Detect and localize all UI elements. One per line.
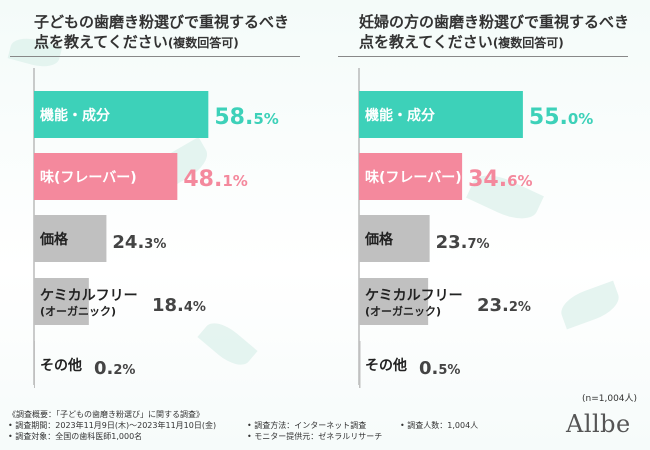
right-value-int-3: 23. <box>477 295 509 316</box>
left-value-label-4: 0.2% <box>94 358 135 379</box>
left-value-int-2: 24. <box>112 232 144 253</box>
right-value-label-4: 0.5% <box>419 358 460 379</box>
left-value-int-3: 18. <box>152 295 184 316</box>
left-category-sublabel-3: (オーガニック) <box>40 304 116 318</box>
right-bar-4 <box>359 341 361 388</box>
right-category-label-1: 味(フレーバー) <box>365 170 462 186</box>
survey-overview: 《調査概要：「子どもの歯磨き粉選び」に関する調査》 <box>8 410 204 419</box>
left-bar-3 <box>34 278 89 325</box>
right-chart-title: 妊婦の方の歯磨き粉選びで重視するべき 点を教えてください(複数回答可) <box>359 12 650 53</box>
allbe-logo: Allbe <box>566 410 631 438</box>
survey-period: • 調査期間：2023年11月9日(木)～2023年11月10日(金) <box>8 421 217 430</box>
right-title-rule <box>338 56 628 57</box>
right-category-sublabel-3: (オーガニック) <box>365 304 441 318</box>
right-bar-0 <box>359 91 523 138</box>
left-bar-4 <box>34 341 35 388</box>
right-title-note: (複数回答可) <box>492 36 564 50</box>
right-value-dec-2: 7% <box>468 237 490 252</box>
left-value-label-0: 58.5% <box>214 105 278 130</box>
left-bar-1 <box>34 153 178 200</box>
right-value-label-1: 34.6% <box>468 167 532 192</box>
left-value-int-1: 48. <box>183 167 222 192</box>
right-value-int-0: 55. <box>529 105 568 130</box>
right-bar-1 <box>359 153 463 200</box>
left-value-dec-2: 3% <box>144 237 166 252</box>
left-bar-2 <box>34 215 107 262</box>
survey-provider: • モニター提供元：ゼネラルリサーチ <box>247 432 383 441</box>
right-bar-3 <box>359 278 429 325</box>
survey-notes-middle: • 調査方法：インターネット調査 • モニター提供元：ゼネラルリサーチ <box>247 420 382 442</box>
survey-count: • 調査人数：1,004人 <box>400 421 479 430</box>
left-title-rule <box>10 56 300 57</box>
right-category-label-4: その他 <box>365 357 407 374</box>
left-category-label-4: その他 <box>40 357 82 374</box>
left-bar-0 <box>34 91 209 138</box>
left-category-label-0: 機能・成分 <box>40 107 110 124</box>
right-category-label-3: ケミカルフリー <box>365 288 463 304</box>
right-value-dec-3: 2% <box>509 300 531 315</box>
left-value-dec-0: 5% <box>253 110 278 128</box>
right-title-line2: 点を教えてください <box>359 33 493 51</box>
survey-notes-left: 《調査概要：「子どもの歯磨き粉選び」に関する調査》 • 調査期間：2023年11… <box>8 409 216 442</box>
right-value-dec-0: 0% <box>568 110 593 128</box>
left-value-int-4: 0. <box>94 358 113 379</box>
right-value-int-2: 23. <box>436 232 468 253</box>
left-value-label-1: 48.1% <box>183 167 247 192</box>
left-chart-title: 子どもの歯磨き粉選びで重視するべき 点を教えてください(複数回答可) <box>34 12 334 53</box>
right-bar-chart: 機能・成分 55.0%味(フレーバー) 34.6%価格 23.7%ケミカルフリー(オー… <box>358 68 593 388</box>
right-title-line1: 妊婦の方の歯磨き粉選びで重視するべき <box>359 13 630 31</box>
left-title-note: (複数回答可) <box>167 36 239 50</box>
left-value-label-2: 24.3% <box>112 232 166 253</box>
right-value-label-2: 23.7% <box>436 232 490 253</box>
left-bar-chart: 機能・成分 58.5% 味(フレーバー) 48.1% 価格 24.3% ケミカルフリー(オー… <box>33 68 279 388</box>
left-category-label-2: 価格 <box>39 231 69 248</box>
right-value-dec-4: 5% <box>438 363 460 378</box>
left-value-dec-4: 2% <box>113 363 135 378</box>
right-category-label-2: 価格 <box>364 231 394 248</box>
survey-target: • 調査対象：全国の歯科医師1,000名 <box>8 432 143 441</box>
right-value-int-1: 34. <box>468 167 507 192</box>
right-category-label-0: 機能・成分 <box>365 107 435 124</box>
right-value-label-3: 23.2% <box>477 295 531 316</box>
right-value-label-0: 55.0% <box>529 105 593 130</box>
left-category-label-1: 味(フレーバー) <box>40 170 137 186</box>
sample-size-label: (n=1,004人) <box>582 394 638 404</box>
survey-method: • 調査方法：インターネット調査 <box>247 421 367 430</box>
left-title-line1: 子どもの歯磨き粉選びで重視するべき <box>34 13 290 31</box>
left-title-line2: 点を教えてください <box>34 33 168 51</box>
right-value-int-4: 0. <box>419 358 438 379</box>
left-value-dec-3: 4% <box>184 300 206 315</box>
right-bar-2 <box>359 215 430 262</box>
left-value-dec-1: 1% <box>222 172 247 190</box>
right-value-dec-1: 6% <box>507 172 532 190</box>
left-value-int-0: 58. <box>214 105 253 130</box>
left-category-label-3: ケミカルフリー <box>40 288 138 304</box>
left-value-label-3: 18.4% <box>152 295 206 316</box>
